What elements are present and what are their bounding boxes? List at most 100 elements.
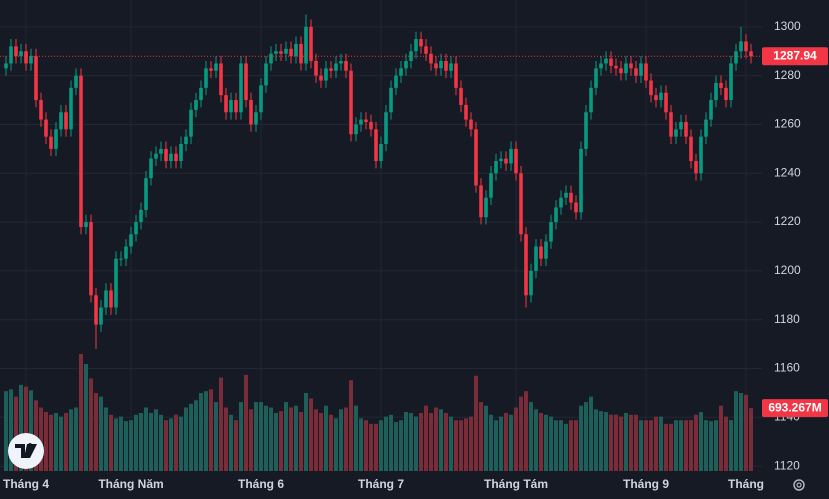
volume-bar <box>489 414 493 471</box>
volume-bar <box>289 407 293 471</box>
volume-bar <box>679 420 683 471</box>
volume-bar <box>469 416 473 471</box>
y-tick-label: 1280 <box>774 68 801 82</box>
candle-body <box>589 87 593 113</box>
volume-bar <box>509 414 513 471</box>
candle-body <box>44 119 48 137</box>
candle-body <box>539 246 543 259</box>
volume-bar <box>579 405 583 471</box>
volume-bar <box>349 380 353 471</box>
candle-body <box>399 68 403 76</box>
candle-body <box>504 158 508 164</box>
candle-body <box>234 100 238 113</box>
candle-body <box>289 48 293 57</box>
candle-body <box>214 63 218 71</box>
volume-bar <box>674 420 678 471</box>
candle-body <box>639 63 643 76</box>
volume-bar <box>609 414 613 471</box>
volume-bar <box>244 374 248 471</box>
volume-bar <box>514 407 518 471</box>
volume-bar <box>24 386 28 471</box>
volume-bar <box>139 412 143 471</box>
candle-body <box>304 26 308 64</box>
volume-bar <box>254 402 258 471</box>
candle-body <box>114 258 118 308</box>
volume-bar <box>189 403 193 471</box>
volume-bar <box>479 402 483 471</box>
volume-bar <box>729 420 733 471</box>
volume-bar <box>589 396 593 471</box>
candle-body <box>699 136 703 174</box>
volume-bar <box>214 402 218 471</box>
candle-body <box>454 63 458 88</box>
volume-bar <box>619 416 623 471</box>
candle-body <box>469 119 473 130</box>
volume-bar <box>724 416 728 471</box>
candle-body <box>614 65 618 69</box>
volume-bar <box>634 414 638 471</box>
candle-body <box>239 63 243 113</box>
volume-bar <box>604 412 608 471</box>
volume-bar <box>99 396 103 471</box>
volume-bar <box>424 405 428 471</box>
y-tick-label: 1300 <box>774 19 801 33</box>
candle-body <box>89 222 93 296</box>
volume-bar <box>499 416 503 471</box>
volume-bar <box>684 420 688 471</box>
candle-body <box>594 68 598 88</box>
x-tick-label: Tháng 9 <box>623 477 669 491</box>
candle-body <box>624 63 628 74</box>
volume-bar <box>354 405 358 471</box>
candle-body <box>99 307 103 325</box>
candle-body <box>94 295 98 325</box>
volume-bar <box>434 407 438 471</box>
candle-body <box>244 63 248 101</box>
settings-icon[interactable] <box>793 479 805 491</box>
candle-body <box>354 124 358 135</box>
candle-body <box>379 143 383 162</box>
last-price-badge <box>762 47 828 66</box>
candle-body <box>494 161 498 174</box>
volume-bar <box>184 407 188 471</box>
candle-body <box>439 61 443 69</box>
volume-bar <box>564 423 568 471</box>
volume-bar <box>264 405 268 471</box>
volume-bar <box>284 402 288 471</box>
volume-bar <box>19 384 23 471</box>
candle-body <box>349 70 353 135</box>
volume-bar <box>409 412 413 471</box>
volume-bar <box>504 412 508 471</box>
candle-body <box>84 222 88 227</box>
candle-body <box>649 80 653 96</box>
candle-body <box>374 129 378 162</box>
candle-body <box>449 63 453 71</box>
y-tick-label: 1220 <box>774 214 801 228</box>
candle-body <box>464 104 468 120</box>
volume-bar <box>74 407 78 471</box>
tradingview-logo <box>8 433 44 469</box>
volume-bar <box>234 420 238 471</box>
volume-label: 693.267M <box>768 400 821 414</box>
candle-body <box>189 109 193 137</box>
volume-bar <box>199 393 203 471</box>
candle-body <box>739 41 743 52</box>
volume-bar <box>624 412 628 471</box>
candle-body <box>714 82 718 101</box>
candle-body <box>584 112 588 149</box>
volume-bar <box>704 420 708 471</box>
volume-bar <box>649 420 653 471</box>
candle-body <box>659 92 663 101</box>
volume-bar <box>404 412 408 471</box>
candle-body <box>704 119 708 137</box>
y-tick-label: 1260 <box>774 117 801 131</box>
volume-bar <box>659 416 663 471</box>
volume-bar <box>54 412 58 471</box>
x-tick-label: Tháng <box>728 477 764 491</box>
candle-body <box>414 39 418 52</box>
volume-bar <box>4 391 8 471</box>
volume-bar <box>399 420 403 471</box>
candle-body <box>154 153 158 159</box>
candle-body <box>329 68 333 71</box>
candle-body <box>599 63 603 69</box>
